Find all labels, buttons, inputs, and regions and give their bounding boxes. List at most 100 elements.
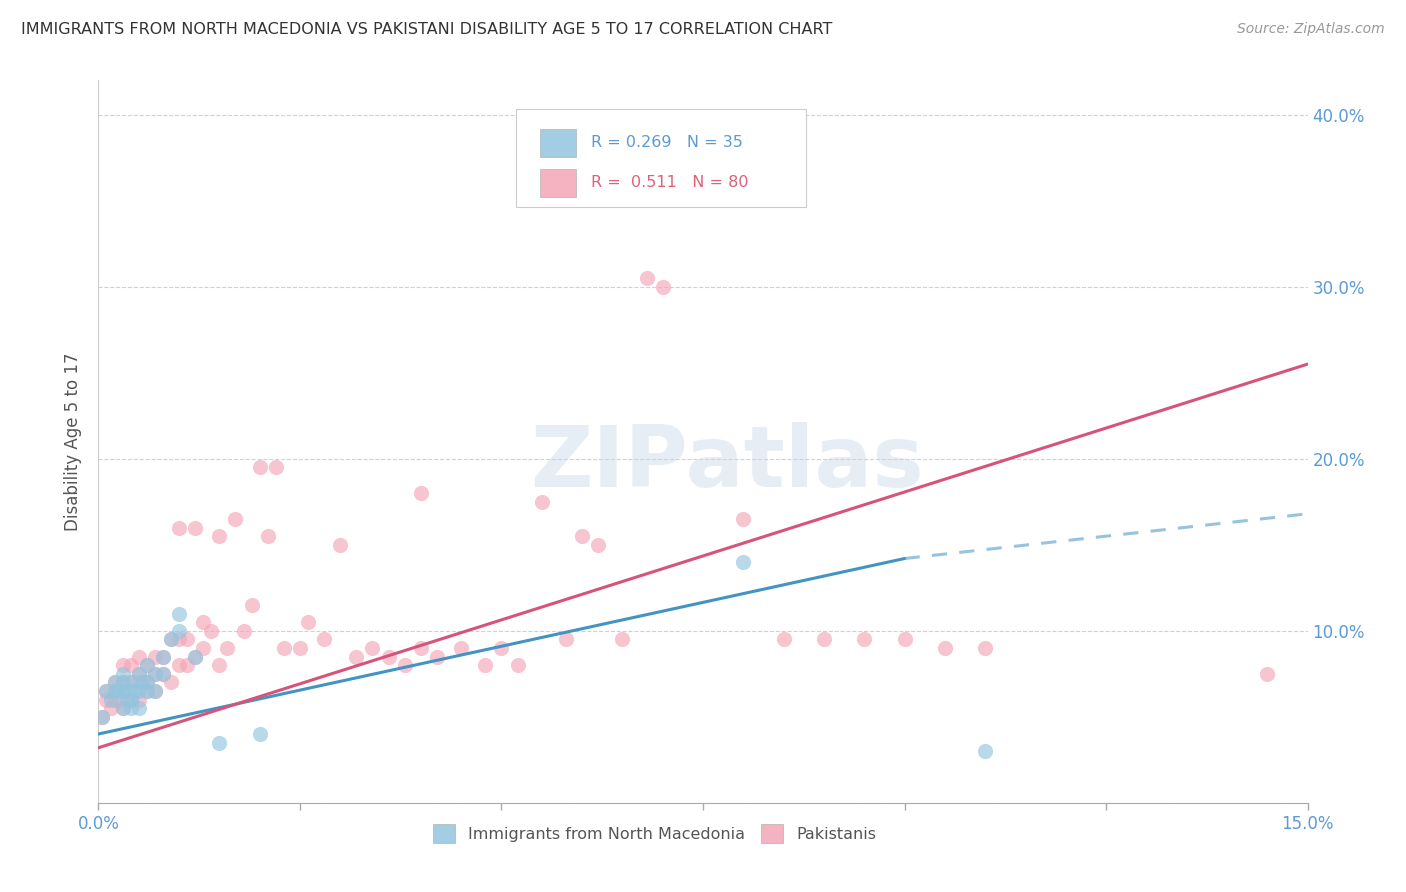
Point bbox=[314, 632, 336, 647]
Point bbox=[96, 692, 118, 706]
Point bbox=[96, 684, 118, 698]
Point bbox=[409, 640, 432, 655]
Point bbox=[128, 701, 150, 715]
Point bbox=[143, 666, 166, 681]
Point bbox=[450, 640, 472, 655]
Point bbox=[208, 658, 231, 673]
Point bbox=[120, 658, 142, 673]
Point bbox=[152, 649, 174, 664]
Bar bbox=[540, 169, 576, 196]
Point bbox=[160, 632, 183, 647]
Bar bbox=[540, 129, 576, 157]
Point bbox=[297, 615, 319, 630]
Point bbox=[160, 675, 183, 690]
Point bbox=[256, 529, 278, 543]
Point bbox=[152, 666, 174, 681]
Point bbox=[636, 271, 658, 285]
Point bbox=[103, 684, 125, 698]
Point bbox=[344, 649, 367, 664]
Point bbox=[91, 710, 114, 724]
Point bbox=[853, 632, 876, 647]
Point bbox=[128, 666, 150, 681]
Point bbox=[120, 675, 142, 690]
Point bbox=[128, 675, 150, 690]
Point bbox=[772, 632, 794, 647]
Point bbox=[128, 692, 150, 706]
Point bbox=[474, 658, 496, 673]
Point bbox=[135, 658, 157, 673]
Point bbox=[115, 692, 138, 706]
Text: R = 0.269   N = 35: R = 0.269 N = 35 bbox=[591, 136, 742, 151]
Point bbox=[193, 615, 215, 630]
Point bbox=[128, 649, 150, 664]
Point bbox=[103, 675, 125, 690]
Point bbox=[733, 555, 755, 569]
Point bbox=[152, 649, 174, 664]
Point bbox=[506, 658, 529, 673]
Point bbox=[426, 649, 449, 664]
Point bbox=[893, 632, 915, 647]
Point bbox=[217, 640, 239, 655]
Point bbox=[152, 666, 174, 681]
Point bbox=[107, 684, 129, 698]
Point bbox=[176, 658, 198, 673]
Point bbox=[193, 640, 215, 655]
Point bbox=[111, 675, 134, 690]
Point bbox=[100, 692, 122, 706]
Point bbox=[208, 735, 231, 749]
Point bbox=[394, 658, 416, 673]
Point bbox=[176, 632, 198, 647]
Point bbox=[571, 529, 593, 543]
Point bbox=[329, 538, 352, 552]
Point bbox=[111, 666, 134, 681]
Point bbox=[273, 640, 295, 655]
Text: IMMIGRANTS FROM NORTH MACEDONIA VS PAKISTANI DISABILITY AGE 5 TO 17 CORRELATION : IMMIGRANTS FROM NORTH MACEDONIA VS PAKIS… bbox=[21, 22, 832, 37]
Point bbox=[184, 649, 207, 664]
Text: ZIPatlas: ZIPatlas bbox=[530, 422, 924, 505]
Point bbox=[128, 684, 150, 698]
Point bbox=[100, 701, 122, 715]
Point bbox=[143, 684, 166, 698]
Point bbox=[974, 640, 997, 655]
Point bbox=[128, 666, 150, 681]
Point bbox=[974, 744, 997, 758]
Point bbox=[103, 684, 125, 698]
Point bbox=[143, 684, 166, 698]
Point bbox=[200, 624, 222, 638]
Point bbox=[692, 185, 714, 199]
Point bbox=[135, 675, 157, 690]
Point bbox=[120, 692, 142, 706]
Point bbox=[167, 632, 190, 647]
Point bbox=[111, 675, 134, 690]
Point bbox=[111, 684, 134, 698]
Point bbox=[120, 701, 142, 715]
Point bbox=[651, 279, 673, 293]
Point bbox=[96, 684, 118, 698]
Legend: Immigrants from North Macedonia, Pakistanis: Immigrants from North Macedonia, Pakista… bbox=[426, 818, 883, 849]
Point bbox=[135, 658, 157, 673]
Point bbox=[240, 598, 263, 612]
Point bbox=[491, 640, 513, 655]
Point bbox=[91, 710, 114, 724]
Point bbox=[249, 460, 271, 475]
Point bbox=[224, 512, 246, 526]
Point bbox=[288, 640, 311, 655]
Point bbox=[167, 607, 190, 621]
Y-axis label: Disability Age 5 to 17: Disability Age 5 to 17 bbox=[65, 352, 83, 531]
Point bbox=[160, 632, 183, 647]
Point bbox=[135, 684, 157, 698]
Point bbox=[111, 684, 134, 698]
Point bbox=[135, 684, 157, 698]
Point bbox=[733, 512, 755, 526]
Point bbox=[167, 658, 190, 673]
Point bbox=[120, 675, 142, 690]
Point bbox=[132, 675, 155, 690]
Point bbox=[409, 486, 432, 500]
Point bbox=[232, 624, 254, 638]
Text: Source: ZipAtlas.com: Source: ZipAtlas.com bbox=[1237, 22, 1385, 37]
Point bbox=[184, 649, 207, 664]
Point bbox=[555, 632, 578, 647]
Point bbox=[586, 538, 609, 552]
Point bbox=[208, 529, 231, 543]
FancyBboxPatch shape bbox=[516, 109, 806, 207]
